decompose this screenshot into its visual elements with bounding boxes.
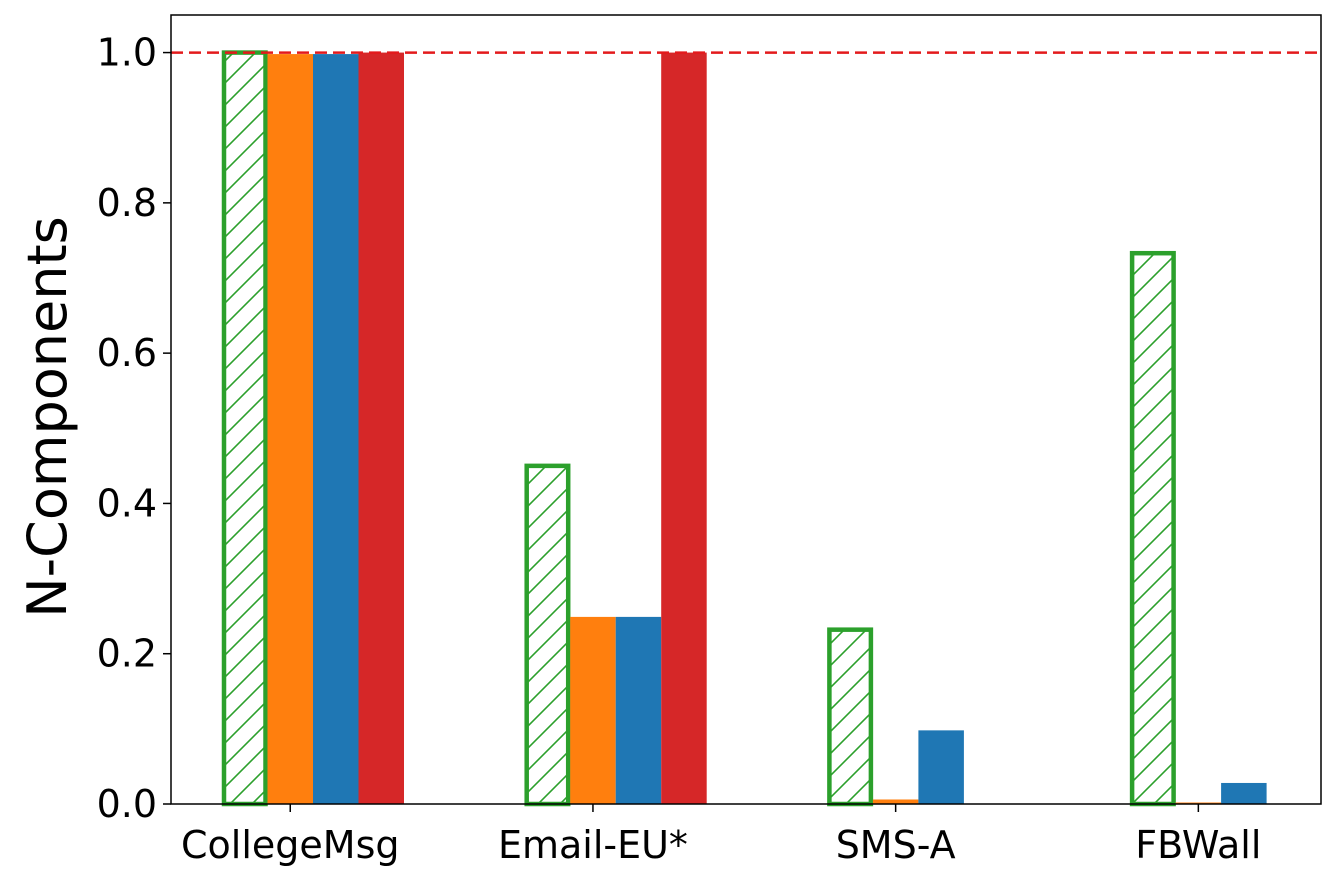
y-axis: 0.0 0.2 0.4 0.6 0.8 1.0 bbox=[97, 31, 171, 826]
y-tick-label: 0.0 bbox=[97, 782, 157, 826]
x-tick-label: CollegeMsg bbox=[181, 823, 399, 867]
bar-sms-a-series-3 bbox=[918, 730, 964, 804]
y-tick-label: 0.2 bbox=[97, 632, 157, 676]
bar-sms-a-series-2 bbox=[872, 799, 919, 804]
x-tick-label: Email-EU* bbox=[498, 823, 688, 867]
y-tick-label: 0.6 bbox=[97, 331, 157, 375]
bar-fbwall-series-3 bbox=[1221, 782, 1267, 804]
bar-fbwall-series-1 bbox=[1129, 250, 1176, 807]
bar-fbwall-series-2 bbox=[1175, 802, 1222, 804]
bar-collegemsg-series-2 bbox=[267, 54, 313, 805]
y-tick-label: 1.0 bbox=[97, 31, 157, 75]
bar-collegemsg-series-1 bbox=[221, 50, 268, 807]
bar-email-eu-series-2 bbox=[570, 616, 616, 804]
x-axis: CollegeMsg Email-EU* SMS-A FBWall bbox=[181, 804, 1261, 867]
bar-email-eu-series-3 bbox=[615, 616, 662, 804]
y-tick-label: 0.4 bbox=[97, 481, 157, 525]
y-axis-title: N-Components bbox=[16, 216, 79, 618]
bar-collegemsg-series-3 bbox=[313, 54, 359, 805]
x-tick-label: SMS-A bbox=[836, 823, 956, 867]
plot-frame bbox=[170, 14, 1322, 805]
bar-collegemsg-series-4 bbox=[358, 52, 404, 805]
x-tick-label: FBWall bbox=[1135, 823, 1261, 867]
bar-email-eu-series-4 bbox=[661, 52, 707, 805]
y-tick-label: 0.8 bbox=[97, 181, 157, 225]
bar-email-eu-series-1 bbox=[524, 463, 571, 807]
bar-sms-a-series-1 bbox=[827, 627, 874, 807]
bars-layer bbox=[221, 50, 1267, 807]
